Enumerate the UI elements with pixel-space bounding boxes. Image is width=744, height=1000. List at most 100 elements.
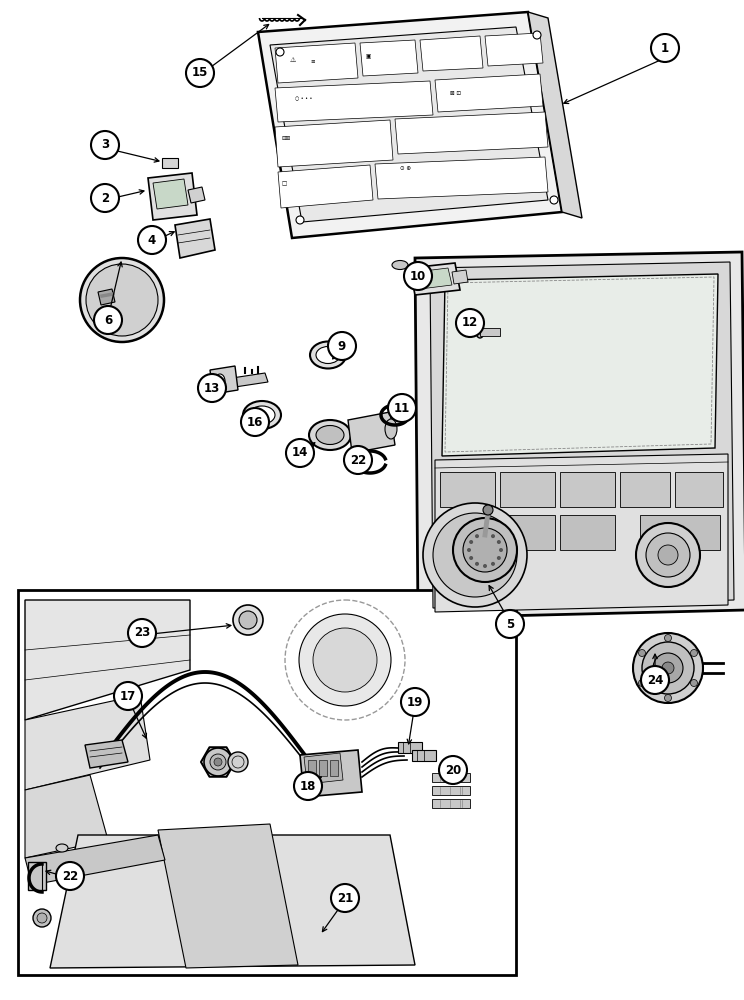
Circle shape <box>638 650 646 656</box>
Circle shape <box>469 556 473 560</box>
Circle shape <box>633 633 703 703</box>
Bar <box>560 472 615 507</box>
Polygon shape <box>98 289 115 305</box>
Circle shape <box>463 528 507 572</box>
Polygon shape <box>304 753 343 784</box>
Text: 17: 17 <box>120 690 136 702</box>
Polygon shape <box>435 74 543 112</box>
Circle shape <box>296 216 304 224</box>
Polygon shape <box>50 835 415 968</box>
Ellipse shape <box>316 347 340 363</box>
Circle shape <box>344 446 372 474</box>
Circle shape <box>491 562 495 566</box>
Circle shape <box>328 332 356 360</box>
Polygon shape <box>25 600 190 720</box>
Ellipse shape <box>385 419 397 439</box>
Circle shape <box>653 653 683 683</box>
Polygon shape <box>25 695 150 790</box>
Polygon shape <box>25 835 165 885</box>
Circle shape <box>91 184 119 212</box>
Polygon shape <box>158 824 298 968</box>
Circle shape <box>233 605 263 635</box>
Circle shape <box>241 408 269 436</box>
Text: 11: 11 <box>394 401 410 414</box>
Text: ⚠: ⚠ <box>290 57 296 63</box>
Circle shape <box>662 662 674 674</box>
Polygon shape <box>148 173 197 220</box>
Circle shape <box>198 374 226 402</box>
Text: □: □ <box>282 181 287 186</box>
Circle shape <box>86 264 158 336</box>
Circle shape <box>33 909 51 927</box>
Bar <box>432 786 470 795</box>
Circle shape <box>37 913 47 923</box>
Text: 2: 2 <box>101 192 109 205</box>
Circle shape <box>210 754 226 770</box>
Circle shape <box>433 513 517 597</box>
Bar <box>500 472 555 507</box>
Polygon shape <box>275 81 433 122</box>
Circle shape <box>404 262 432 290</box>
Bar <box>412 750 436 761</box>
Text: ⊙ ⊕: ⊙ ⊕ <box>400 166 411 171</box>
Circle shape <box>533 31 541 39</box>
Polygon shape <box>270 27 548 222</box>
Circle shape <box>483 532 487 536</box>
Circle shape <box>497 556 501 560</box>
Circle shape <box>475 562 479 566</box>
Polygon shape <box>415 252 744 618</box>
Bar <box>18 590 516 975</box>
Circle shape <box>499 548 503 552</box>
Circle shape <box>651 34 679 62</box>
Circle shape <box>642 642 694 694</box>
Circle shape <box>286 439 314 467</box>
Bar <box>432 799 470 808</box>
Text: 23: 23 <box>134 626 150 640</box>
Circle shape <box>204 748 232 776</box>
Polygon shape <box>360 40 418 76</box>
Circle shape <box>658 545 678 565</box>
Circle shape <box>456 309 484 337</box>
Ellipse shape <box>392 260 408 269</box>
Polygon shape <box>300 750 362 797</box>
Polygon shape <box>348 412 395 453</box>
Bar <box>308 760 316 776</box>
Circle shape <box>496 610 524 638</box>
Text: 1: 1 <box>661 41 669 54</box>
Text: 6: 6 <box>104 314 112 326</box>
Polygon shape <box>435 454 728 612</box>
Text: 18: 18 <box>300 780 316 792</box>
Ellipse shape <box>309 420 351 450</box>
Text: 5: 5 <box>506 617 514 631</box>
Polygon shape <box>175 219 215 258</box>
Circle shape <box>138 226 166 254</box>
Polygon shape <box>416 268 452 289</box>
Bar <box>319 760 327 776</box>
Bar <box>620 472 670 507</box>
Circle shape <box>636 523 700 587</box>
Circle shape <box>641 666 669 694</box>
Polygon shape <box>258 12 562 238</box>
Circle shape <box>491 534 495 538</box>
Bar <box>560 515 615 550</box>
Circle shape <box>299 614 391 706</box>
Text: ○ • • •: ○ • • • <box>295 96 312 101</box>
Circle shape <box>228 752 248 772</box>
Text: 22: 22 <box>62 869 78 882</box>
Circle shape <box>94 306 122 334</box>
Circle shape <box>239 611 257 629</box>
Polygon shape <box>153 179 188 209</box>
Bar <box>432 773 470 782</box>
Ellipse shape <box>56 844 68 852</box>
Circle shape <box>475 534 479 538</box>
Bar <box>675 472 723 507</box>
Circle shape <box>56 862 84 890</box>
Circle shape <box>186 59 214 87</box>
Polygon shape <box>375 157 548 199</box>
Polygon shape <box>275 43 358 83</box>
Polygon shape <box>278 165 373 208</box>
Circle shape <box>453 518 517 582</box>
Text: ▣: ▣ <box>365 54 371 59</box>
Bar <box>398 742 422 753</box>
Circle shape <box>483 564 487 568</box>
